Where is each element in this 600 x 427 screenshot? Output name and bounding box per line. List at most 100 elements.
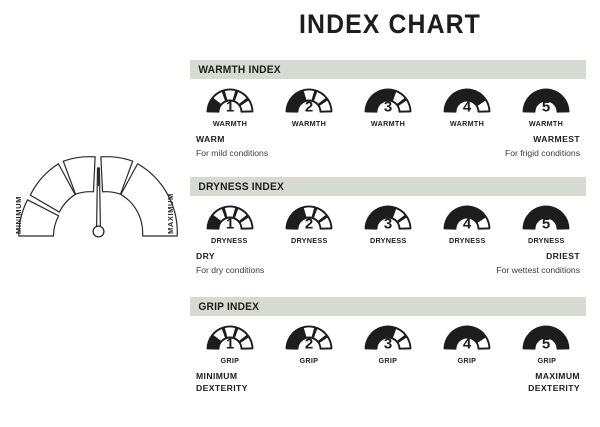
gauge-segment-5-empty [317,335,333,350]
gauge-segment-5-empty [396,215,412,230]
index-gauge-legend [8,128,188,248]
gauge-dryness-2[interactable]: 2 DRYNESS [269,203,348,245]
gauge-value: 4 [463,216,472,233]
gauge-segment-5-empty [396,335,412,350]
gauge-value: 5 [542,336,550,353]
endcap-high-grip: MAXIMUM DEXTERITY [528,371,580,394]
gauge-row-dryness: 1 DRYNESS 2 DRYNESS 3 DRYNESS 4 DRYNESS 5 DRYNESS [190,203,586,245]
endcap-high-sub-grip: DEXTERITY [528,382,580,393]
gauge-icon: 2 [285,325,333,353]
gauge-segment-5-empty [475,335,491,350]
legend-maximum-label: MAXIMUM [166,193,175,234]
section-warmth: WARMTH INDEX 1 WARMTH 2 WARMTH 3 WARMTH 4 WARMT… [190,60,586,159]
gauge-icon: 5 [522,88,570,116]
gauge-caption: WARMTH [450,119,485,128]
endcap-low-title-dryness: DRY [196,251,216,261]
gauge-segment-5-filled [554,98,570,113]
gauge-segment-5-empty [317,98,333,113]
gauge-value: 5 [542,99,550,116]
gauge-dryness-1[interactable]: 1 DRYNESS [190,203,269,245]
endcap-low-sub-warmth: For mild conditions [196,147,269,158]
gauge-grip-5[interactable]: 5 GRIP [507,323,586,365]
gauge-grip-2[interactable]: 2 GRIP [269,323,348,365]
gauge-icon: 4 [443,325,491,353]
gauge-caption: GRIP [299,356,319,365]
endcap-high-warmth: WARMEST For frigid conditions [505,134,580,159]
endcap-high-sub-dryness: For wettest conditions [496,264,580,275]
gauge-warmth-1[interactable]: 1 WARMTH [190,86,269,128]
gauge-caption: GRIP [220,356,239,365]
gauge-icon: 4 [443,205,491,233]
gauge-warmth-5[interactable]: 5 WARMTH [507,86,586,128]
endcap-high-dryness: DRIEST For wettest conditions [496,251,580,276]
gauge-value: 2 [305,99,313,116]
endcap-low-warmth: WARM For mild conditions [196,134,268,159]
gauge-icon: 1 [206,88,254,116]
gauge-segment-5-empty [238,215,254,230]
endcaps-warmth: WARM For mild conditions WARMEST For fri… [190,134,586,159]
gauge-segment-5-empty [238,335,254,350]
legend-segment-4 [100,156,134,195]
gauge-warmth-2[interactable]: 2 WARMTH [269,86,348,128]
gauge-segment-5-filled [554,335,570,350]
endcap-high-sub-warmth: For frigid conditions [505,147,580,158]
endcap-low-sub-dryness: For dry conditions [196,264,265,275]
gauge-dryness-4[interactable]: 4 DRYNESS [428,203,507,245]
legend-minimum-label: MINIMUM [14,196,23,234]
gauge-value: 4 [463,336,472,353]
endcaps-dryness: DRY For dry conditions DRIEST For wettes… [190,251,586,276]
gauge-caption: WARMTH [529,119,564,128]
gauge-row-warmth: 1 WARMTH 2 WARMTH 3 WARMTH 4 WARMTH 5 WARMTH [190,86,586,128]
gauge-icon: 5 [522,205,570,233]
gauge-icon: 2 [285,205,333,233]
gauge-warmth-4[interactable]: 4 WARMTH [428,86,507,128]
gauge-caption: DRYNESS [290,236,328,245]
gauge-icon: 3 [364,205,412,233]
index-gauge-legend-graphic [18,156,178,238]
gauge-caption: GRIP [378,356,398,365]
gauge-value: 2 [305,216,313,233]
gauge-warmth-3[interactable]: 3 WARMTH [348,86,427,128]
section-header-dryness: DRYNESS INDEX [190,177,586,196]
gauge-value: 3 [384,336,392,353]
legend-segment-1 [18,199,60,237]
gauge-icon: 1 [206,325,254,353]
gauge-icon: 4 [443,88,491,116]
legend-segment-5 [120,163,178,237]
gauge-icon: 3 [364,88,412,116]
endcap-low-grip: MINIMUM DEXTERITY [196,371,248,394]
endcap-low-sub-grip: DEXTERITY [196,382,248,393]
gauge-caption: DRYNESS [528,236,565,245]
endcap-low-title-warmth: WARM [196,134,225,144]
gauge-segment-5-empty [475,98,491,113]
gauge-segment-5-empty [317,215,333,230]
gauge-value: 1 [225,336,233,353]
section-title-grip: GRIP INDEX [198,300,260,313]
gauge-value: 5 [542,216,550,233]
section-grip: GRIP INDEX 1 GRIP 2 GRIP 3 GRIP 4 GRIP 5 GRIP MIN… [190,297,586,394]
gauge-grip-1[interactable]: 1 GRIP [190,323,269,365]
gauge-grip-3[interactable]: 3 GRIP [348,323,427,365]
section-header-warmth: WARMTH INDEX [190,60,586,79]
gauge-dryness-5[interactable]: 5 DRYNESS [507,203,586,245]
gauge-caption: DRYNESS [211,236,248,245]
legend-segment-2 [29,163,76,213]
section-title-warmth: WARMTH INDEX [198,63,281,76]
gauge-caption: GRIP [457,356,477,365]
page-title: INDEX CHART [299,9,481,39]
gauge-grip-4[interactable]: 4 GRIP [428,323,507,365]
gauge-value: 1 [225,99,233,116]
endcap-low-title-grip: MINIMUM [196,371,238,381]
gauge-value: 3 [384,99,392,116]
gauge-value: 4 [463,99,472,116]
gauge-caption: DRYNESS [369,236,407,245]
section-title-dryness: DRYNESS INDEX [198,180,284,193]
gauge-caption: GRIP [537,356,556,365]
gauge-caption: WARMTH [370,119,406,128]
gauge-value: 1 [225,216,233,233]
gauge-segment-5-empty [238,98,254,113]
endcap-high-title-grip: MAXIMUM [535,371,580,381]
section-dryness: DRYNESS INDEX 1 DRYNESS 2 DRYNESS 3 DRYNESS 4 D… [190,177,586,276]
gauge-segment-5-empty [475,215,491,230]
gauge-dryness-3[interactable]: 3 DRYNESS [348,203,427,245]
